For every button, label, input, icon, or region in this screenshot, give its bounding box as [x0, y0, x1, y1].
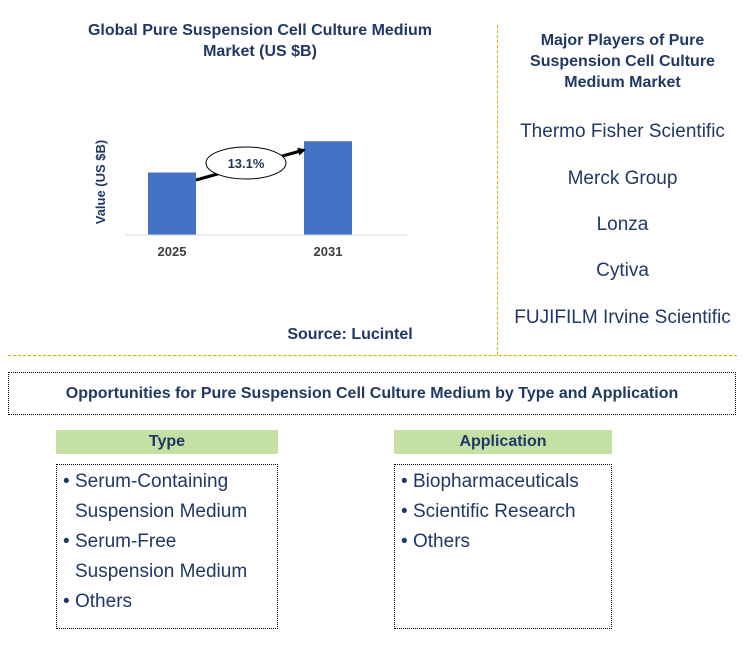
type-item: Serum-Free Suspension Medium	[61, 527, 269, 587]
opportunities-title: Opportunities for Pure Suspension Cell C…	[65, 384, 679, 402]
type-heading: Type	[56, 430, 278, 454]
type-list-box: Serum-Containing Suspension Medium Serum…	[56, 464, 278, 629]
type-list: Serum-Containing Suspension Medium Serum…	[61, 467, 269, 617]
bar-2025	[148, 172, 196, 235]
growth-annotation-ellipse	[205, 146, 287, 180]
application-item: Biopharmaceuticals	[399, 467, 603, 497]
player-item: Merck Group	[567, 168, 678, 189]
player-item: Cytiva	[596, 260, 649, 281]
bar-2031	[304, 141, 352, 235]
player-item: FUJIFILM Irvine Scientific	[514, 307, 731, 328]
growth-annotation-label: 13.1%	[228, 156, 265, 171]
x-tick-label: 2031	[314, 244, 343, 259]
player-item: Lonza	[596, 214, 649, 235]
type-item: Serum-Containing Suspension Medium	[61, 467, 269, 527]
horizontal-divider	[8, 355, 737, 356]
vertical-divider	[497, 25, 498, 355]
application-heading: Application	[394, 430, 612, 454]
bar-chart: Value (US $B) 2025 2031 13.1%	[93, 140, 407, 259]
application-list-box: Biopharmaceuticals Scientific Research O…	[394, 464, 612, 629]
y-axis-label: Value (US $B)	[93, 140, 108, 225]
source-note: Source: Lucintel	[287, 326, 413, 343]
application-item: Others	[399, 527, 603, 557]
application-list: Biopharmaceuticals Scientific Research O…	[399, 467, 603, 557]
opportunities-title-box: Opportunities for Pure Suspension Cell C…	[8, 372, 736, 415]
application-item: Scientific Research	[399, 497, 603, 527]
x-tick-label: 2025	[158, 244, 187, 259]
chart-title: Global Pure Suspension Cell Culture Medi…	[87, 22, 433, 60]
type-item: Others	[61, 587, 269, 617]
player-item: Thermo Fisher Scientific	[520, 121, 725, 142]
players-title: Major Players of Pure Suspension Cell Cu…	[530, 32, 715, 91]
